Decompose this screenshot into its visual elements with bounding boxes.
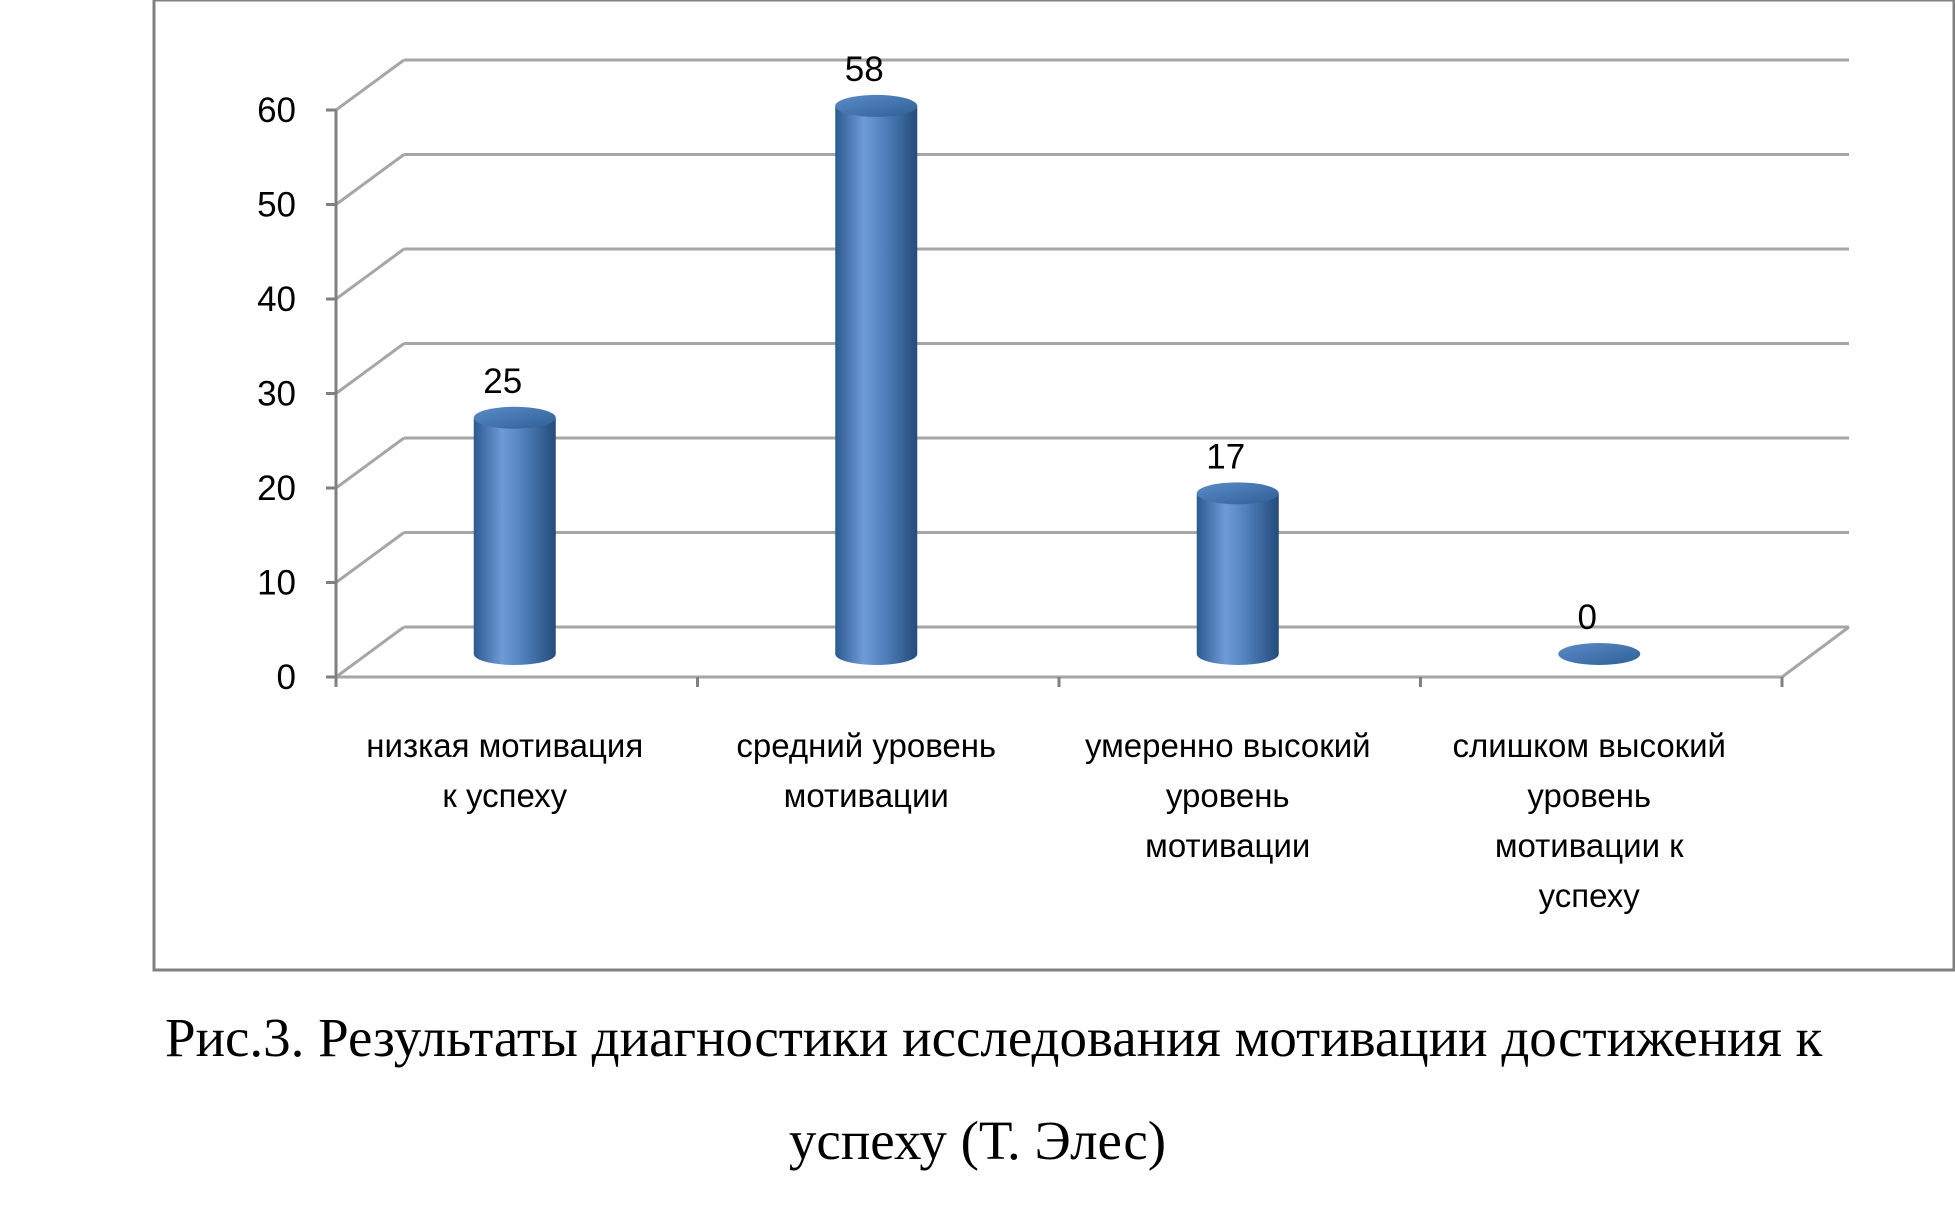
bar-cap	[473, 406, 556, 429]
bar	[1558, 643, 1641, 665]
chart: 0 10 20 30 40 50 60 25 низкая мотивация к успеху…	[152, 0, 1955, 972]
category-label: мотивации	[1145, 827, 1310, 864]
data-label: 0	[1578, 598, 1597, 637]
side-gridline	[335, 247, 405, 301]
category-label: средний уровень	[736, 727, 996, 764]
y-tick-label: 60	[257, 91, 296, 130]
bar	[1196, 482, 1279, 665]
data-label: 25	[483, 362, 522, 401]
category-label: слишком высокий	[1453, 727, 1726, 764]
y-tick-label: 50	[257, 186, 296, 225]
bar-cap	[1196, 482, 1279, 505]
data-label: 58	[845, 50, 884, 89]
y-tick-label: 20	[257, 469, 296, 508]
bar-cap	[835, 94, 918, 117]
category-label: мотивации	[784, 777, 949, 814]
bar	[473, 406, 556, 665]
category-label: низкая мотивация	[366, 727, 643, 764]
floor-right-edge	[1781, 625, 1850, 679]
side-gridline	[335, 436, 405, 490]
axes: 0 10 20 30 40 50 60	[257, 91, 1784, 697]
category-label: уровень	[1527, 777, 1651, 814]
y-tick-label: 0	[277, 658, 296, 697]
category-label: мотивации к	[1495, 827, 1684, 864]
y-tick-label: 30	[257, 375, 296, 414]
bar-body	[1196, 493, 1279, 665]
bars	[473, 94, 1641, 665]
side-gridline	[335, 625, 405, 679]
labels: 25 низкая мотивация к успеху 58 средний уров…	[366, 50, 1726, 914]
gridlines	[335, 58, 1850, 679]
figure-caption-line-1: Рис.3. Результаты диагностики исследован…	[165, 1007, 1823, 1068]
bar-body	[835, 105, 918, 665]
side-gridline	[335, 531, 405, 584]
side-gridline	[335, 58, 405, 112]
bar-body	[473, 417, 556, 665]
side-gridline	[335, 342, 405, 395]
category-label: умеренно высокий	[1085, 727, 1371, 764]
category-label: уровень	[1166, 777, 1290, 814]
y-tick-label: 10	[257, 564, 296, 603]
y-tick-label: 40	[257, 280, 296, 319]
bar-cap	[1558, 643, 1641, 665]
side-gridline	[335, 153, 405, 206]
category-label: успеху	[1539, 877, 1641, 914]
data-label: 17	[1206, 437, 1245, 476]
category-label: к успеху	[442, 777, 567, 814]
bar	[835, 94, 918, 665]
figure-caption-line-2: успеху (Т. Элес)	[788, 1110, 1167, 1171]
chart-frame	[152, 0, 1955, 972]
